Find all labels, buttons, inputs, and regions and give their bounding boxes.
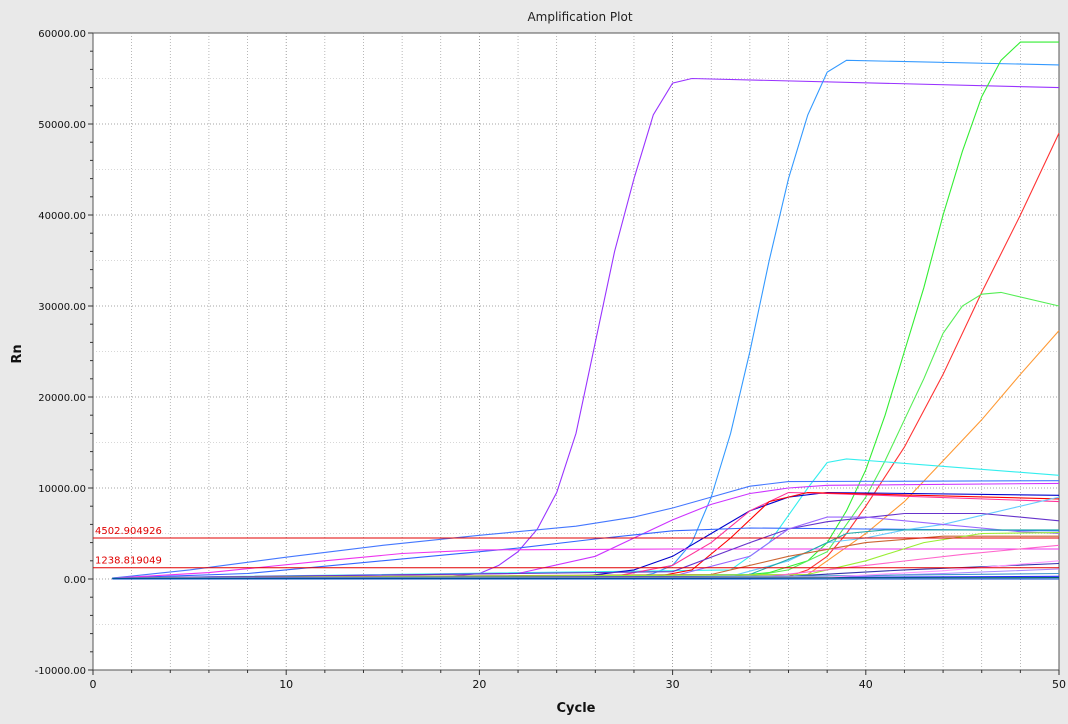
series-line-5 [112,291,1060,579]
threshold-label-1: 4502.904926 [95,526,162,537]
x-tick-label: 30 [666,678,680,691]
series-line-1 [112,77,1060,579]
threshold-group: 4502.904926 1238.819049 [93,526,1059,569]
y-tick-label: 60000.00 [38,29,86,40]
x-tick-label: 20 [472,678,486,691]
series-line-17 [112,516,1060,579]
y-tick-label: 0.00 [64,575,86,586]
x-tick-label: 40 [859,678,873,691]
threshold-label-2: 1238.819049 [95,556,162,567]
series-line-14 [112,548,1059,579]
y-tick-label: 10000.00 [38,484,86,495]
series-line-6 [112,330,1060,579]
series-line-4 [112,132,1060,579]
x-tick-label: 50 [1052,678,1066,691]
y-tick-label: -10000.00 [35,666,86,677]
series-line-3 [112,41,1059,579]
y-tick-label: 40000.00 [38,211,86,222]
chart-title: Amplification Plot [527,10,632,24]
x-tick-label: 0 [90,678,97,691]
minor-grid [93,33,1059,670]
y-tick-label: 20000.00 [38,393,86,404]
y-tick-label: 50000.00 [38,120,86,131]
series-line-8 [112,480,1060,579]
x-tick-label: 10 [279,678,293,691]
y-axis-label: Rn [10,344,25,363]
x-axis-label: Cycle [557,701,596,716]
series-line-15 [112,496,1060,579]
y-tick-label: 30000.00 [38,302,86,313]
series-line-16 [112,512,1060,579]
series-line-27 [112,577,1060,580]
series-line-20 [112,532,1060,579]
axis-group: 0 10 20 30 40 50 -10000.00 0.00 10000.00 20000.00… [35,29,1066,691]
series-line-9 [112,482,1060,579]
series-group [112,41,1060,580]
